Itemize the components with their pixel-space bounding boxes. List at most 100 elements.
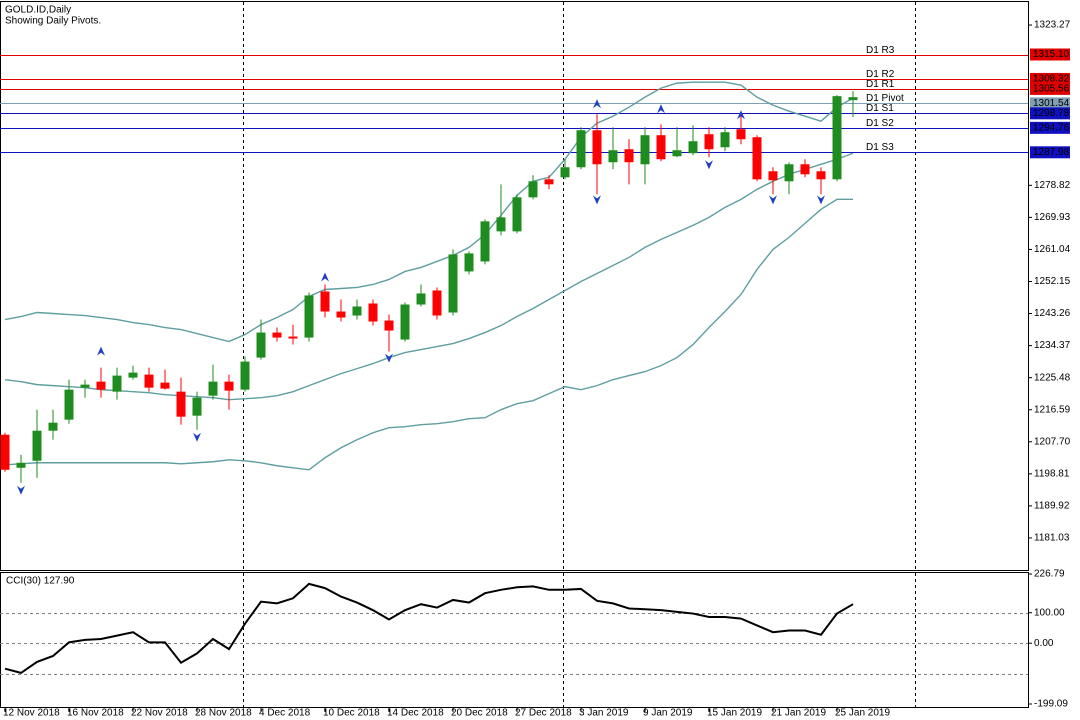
y-tick-label: 226.79: [1034, 569, 1065, 580]
cci-panel-frame: [0, 572, 1029, 708]
candle-body: [672, 150, 682, 157]
pivot-value-box: [1030, 72, 1070, 85]
x-tick-label: 3 Jan 2019: [579, 708, 629, 719]
pivot-value-label: 1287.98: [1033, 147, 1070, 158]
x-tick-label: 9 Jan 2019: [643, 708, 693, 719]
candle-body: [560, 167, 570, 178]
pivot-value-label: 1301.54: [1033, 98, 1070, 109]
x-tick-label: 4 Dec 2018: [259, 708, 311, 719]
pivot-value-label: 1305.56: [1033, 84, 1070, 95]
pivot-label: D1 S3: [866, 142, 894, 153]
candle-body: [0, 434, 10, 470]
fractal-down: [769, 195, 777, 205]
y-tick-label: 100.00: [1034, 607, 1065, 618]
y-tick-label: 1189.92: [1034, 501, 1070, 512]
pivot-label: D1 R3: [866, 45, 895, 56]
candle-body: [624, 149, 634, 163]
y-tick-label: 1198.81: [1034, 468, 1070, 479]
fractal-up: [737, 110, 745, 120]
candle-body: [160, 382, 170, 389]
candle-body: [640, 135, 650, 165]
candle-body: [144, 374, 154, 388]
x-tick-label: 20 Dec 2018: [451, 708, 508, 719]
x-tick-label: 12 Nov 2018: [3, 708, 60, 719]
candle-body: [848, 97, 858, 101]
y-tick-label: -199.09: [1034, 699, 1068, 710]
x-tick-label: 28 Nov 2018: [195, 708, 252, 719]
candle-body: [592, 130, 602, 165]
fractal-down: [705, 160, 713, 170]
y-tick-label: 1243.26: [1034, 308, 1071, 319]
chart-title: GOLD.ID,Daily: [5, 5, 71, 16]
fractal-up: [97, 346, 105, 356]
pivot-value-box: [1030, 48, 1070, 61]
pivot-value-box: [1030, 82, 1070, 95]
candle-body: [736, 129, 746, 140]
candle-body: [448, 254, 458, 313]
y-tick-label: 1216.59: [1034, 404, 1071, 415]
candle-body: [240, 361, 250, 390]
candle-body: [688, 141, 698, 154]
period-separators: [243, 2, 916, 707]
fractal-up: [593, 99, 601, 109]
pivot-value-box: [1030, 97, 1070, 110]
candle-body: [32, 430, 42, 461]
candle-body: [480, 221, 490, 262]
candle-body: [336, 311, 346, 318]
bollinger-band: [4, 152, 854, 401]
candle-body: [112, 375, 122, 392]
fractal-down: [193, 432, 201, 442]
candle-body: [128, 372, 138, 378]
candle-body: [352, 306, 362, 316]
candle-body: [496, 217, 506, 232]
pivot-label: D1 R2: [866, 69, 895, 80]
candle-body: [752, 137, 762, 180]
pivot-value-label: 1294.76: [1033, 122, 1070, 133]
y-tick-label: 1225.48: [1034, 372, 1071, 383]
candle-body: [800, 164, 810, 175]
candle-body: [16, 462, 26, 468]
candle-body: [784, 164, 794, 182]
candle-body: [768, 171, 778, 181]
candle-body: [528, 181, 538, 198]
candle-body: [816, 171, 826, 180]
pivot-label: D1 S1: [866, 103, 894, 114]
candle-body: [176, 391, 186, 417]
candle-body: [464, 253, 474, 272]
candle-body: [704, 134, 714, 150]
candle-body: [256, 332, 266, 358]
fractal-down: [385, 353, 393, 363]
fractal-up: [657, 104, 665, 114]
candle-body: [80, 384, 90, 388]
y-tick-label: 1181.03: [1034, 533, 1070, 544]
candle-body: [432, 290, 442, 316]
candle-body: [272, 332, 282, 338]
candle-body: [48, 422, 58, 431]
x-tick-label: 14 Dec 2018: [387, 708, 444, 719]
candle-body: [512, 197, 522, 232]
candle-body: [544, 179, 554, 185]
x-tick-label: 21 Jan 2019: [771, 708, 826, 719]
y-tick-label: 1234.37: [1034, 340, 1071, 351]
pivot-value-label: 1315.10: [1033, 49, 1070, 60]
fractal-down: [17, 485, 25, 495]
y-tick-label: 1252.15: [1034, 276, 1071, 287]
chart-subtitle: Showing Daily Pivots.: [5, 16, 101, 27]
main-panel-frame: [0, 1, 1029, 571]
y-tick-label: 1261.04: [1034, 244, 1071, 255]
x-tick-label: 27 Dec 2018: [515, 708, 572, 719]
pivot-label: D1 S2: [866, 118, 894, 129]
pivot-label: D1 Pivot: [866, 93, 904, 104]
y-tick-label: 1207.70: [1034, 436, 1071, 447]
pivot-value-label: 1298.78: [1033, 108, 1070, 119]
pivot-value-box: [1030, 121, 1070, 134]
candle-body: [192, 397, 202, 416]
candle-body: [832, 96, 842, 180]
x-tick-label: 10 Dec 2018: [323, 708, 380, 719]
candle-body: [384, 320, 394, 331]
pivot-label: D1 R1: [866, 79, 895, 90]
candle-body: [720, 132, 730, 148]
